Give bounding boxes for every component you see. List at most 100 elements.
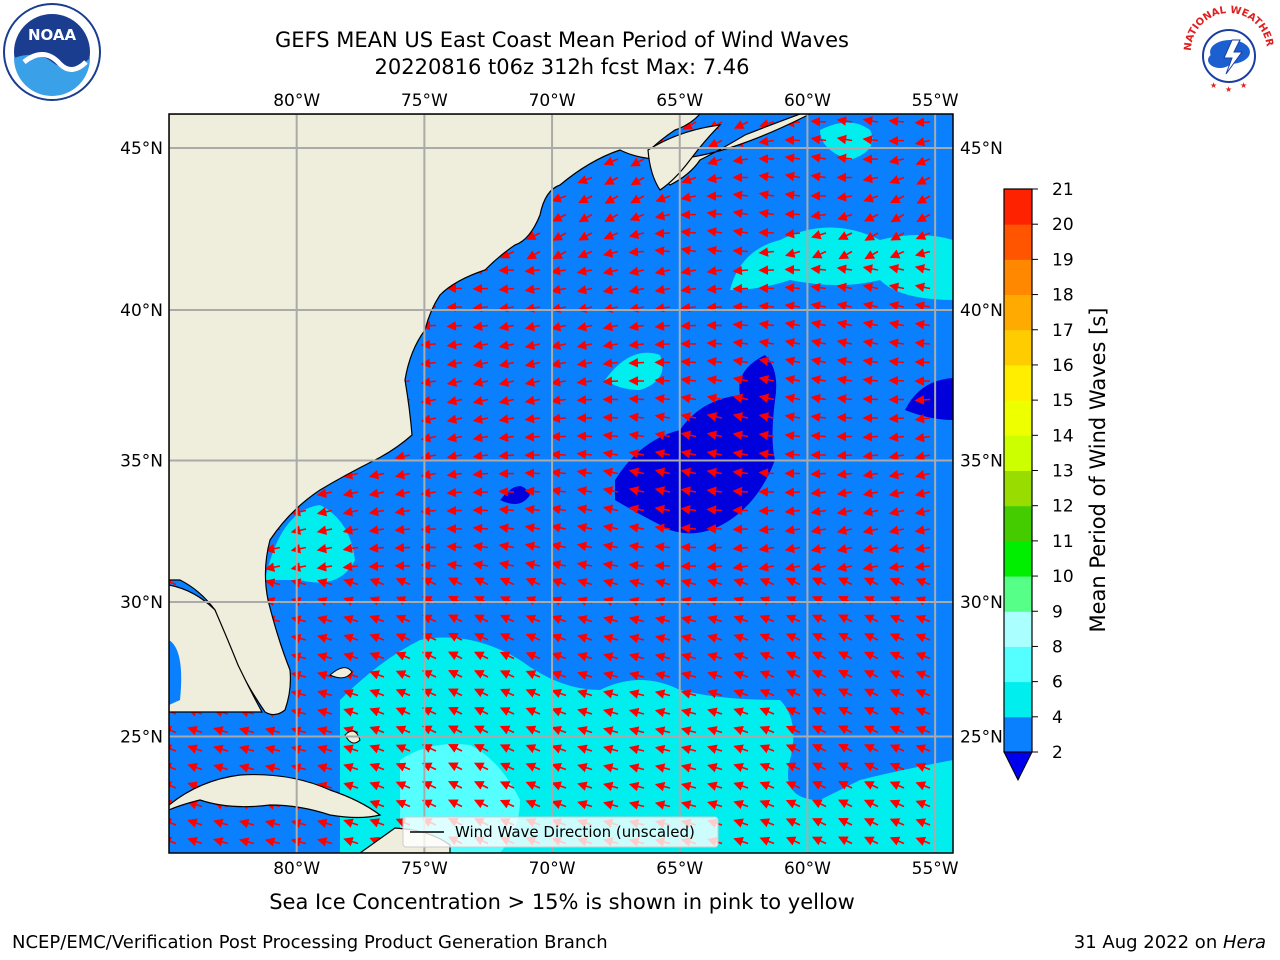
wave-direction-arrow <box>630 176 645 186</box>
wave-direction-arrow <box>602 504 619 514</box>
wave-direction-arrow <box>526 250 541 260</box>
wave-direction-arrow <box>733 120 749 129</box>
wave-direction-arrow <box>914 432 931 443</box>
wave-direction-arrow <box>369 651 385 661</box>
map-subtitle: 20220816 t06z 312h fcst Max: 7.46 <box>374 55 750 79</box>
wave-direction-arrow <box>680 726 697 736</box>
wave-direction-arrow <box>862 375 879 386</box>
wave-direction-arrow <box>680 375 697 386</box>
wave-direction-arrow <box>628 229 645 240</box>
wave-direction-arrow <box>758 375 775 385</box>
wave-direction-arrow <box>628 357 645 368</box>
wave-direction-arrow <box>785 762 801 772</box>
arrow-legend: Wind Wave Direction (unscaled) <box>402 816 719 848</box>
latitude-label: 35°N <box>120 451 163 471</box>
wave-direction-arrow <box>811 818 827 827</box>
wave-direction-arrow <box>680 707 697 718</box>
wave-direction-arrow <box>316 689 333 699</box>
wave-direction-arrow <box>550 284 567 295</box>
wave-direction-arrow <box>316 818 333 828</box>
wave-direction-arrow <box>837 633 853 642</box>
wave-direction-arrow <box>499 651 515 661</box>
wave-direction-arrow <box>577 249 593 259</box>
wave-direction-arrow <box>395 725 411 735</box>
colorbar-segment <box>1004 294 1032 331</box>
wave-direction-arrow <box>499 670 515 679</box>
wave-direction-arrow <box>525 633 541 643</box>
wave-direction-arrow <box>654 266 671 276</box>
wave-direction-arrow <box>264 726 281 736</box>
wave-direction-arrow <box>836 525 853 535</box>
wave-direction-arrow <box>472 358 489 369</box>
wave-direction-arrow <box>654 689 671 699</box>
wave-direction-arrow <box>628 247 645 257</box>
wave-direction-arrow <box>602 285 619 295</box>
colorbar-tick-label: 13 <box>1052 462 1074 482</box>
wave-direction-arrow <box>837 799 853 809</box>
wave-direction-arrow <box>733 614 749 625</box>
wave-direction-arrow <box>758 338 775 348</box>
wave-direction-arrow <box>758 524 775 535</box>
wave-direction-arrow <box>602 744 619 755</box>
wave-direction-arrow <box>550 377 567 387</box>
wave-direction-arrow <box>654 744 671 755</box>
wave-direction-arrow <box>811 651 827 661</box>
wave-direction-arrow <box>836 356 853 367</box>
wave-direction-arrow <box>785 836 801 846</box>
wave-direction-arrow <box>602 266 619 276</box>
wave-direction-arrow <box>551 781 567 791</box>
colorbar-tick-label: 20 <box>1052 215 1074 235</box>
arrow-legend-box <box>402 816 719 848</box>
wave-direction-arrow <box>342 488 359 498</box>
wave-direction-arrow <box>915 836 931 846</box>
wave-direction-arrow <box>343 726 359 736</box>
wave-direction-arrow <box>446 432 463 443</box>
wave-direction-arrow <box>473 651 489 661</box>
wave-direction-arrow <box>499 744 515 753</box>
longitude-label: 75°W <box>401 859 448 879</box>
wave-direction-arrow <box>890 213 905 223</box>
wave-direction-arrow <box>862 469 879 480</box>
longitude-label: 70°W <box>529 859 576 879</box>
gulf-of-mexico <box>169 640 182 705</box>
latitude-label: 40°N <box>120 301 163 321</box>
wave-direction-arrow <box>890 231 905 241</box>
wave-direction-arrow <box>498 321 515 332</box>
wave-direction-arrow <box>707 744 723 754</box>
wave-direction-arrow <box>578 231 593 241</box>
longitude-label: 80°W <box>273 859 320 879</box>
wave-direction-arrow <box>785 725 801 735</box>
wave-direction-arrow <box>576 486 593 496</box>
wave-direction-arrow <box>525 744 541 754</box>
wave-direction-arrow <box>628 560 645 571</box>
wave-direction-arrow <box>758 136 775 147</box>
wave-direction-arrow <box>524 541 541 552</box>
wave-direction-arrow <box>888 525 905 535</box>
wave-direction-arrow <box>447 725 463 735</box>
wave-direction-arrow <box>914 301 931 311</box>
svg-text:★: ★ <box>1210 81 1217 90</box>
wave-direction-arrow <box>447 633 463 642</box>
wave-direction-arrow <box>889 799 905 809</box>
wave-direction-arrow <box>628 449 645 459</box>
wave-direction-arrow <box>810 375 827 385</box>
wave-direction-arrow <box>525 688 541 698</box>
period-region-4-6-central <box>605 352 663 390</box>
wave-direction-arrow <box>395 688 411 698</box>
wave-direction-arrow <box>836 544 853 554</box>
wave-direction-arrow <box>264 578 281 588</box>
wave-direction-arrow <box>446 560 463 571</box>
wave-direction-arrow <box>395 799 411 809</box>
wave-direction-arrow <box>499 577 515 587</box>
colorbar-segment <box>1004 716 1032 753</box>
wave-direction-arrow <box>394 506 411 517</box>
wave-direction-arrow <box>733 781 749 791</box>
wave-direction-arrow <box>706 375 723 385</box>
wave-direction-arrow <box>628 689 645 699</box>
land-north-america <box>169 114 811 716</box>
wave-direction-arrow <box>551 799 567 809</box>
wave-direction-arrow <box>394 469 411 480</box>
wave-direction-arrow <box>914 561 931 572</box>
wave-direction-arrow <box>914 506 931 517</box>
map-title: GEFS MEAN US East Coast Mean Period of W… <box>275 28 849 52</box>
